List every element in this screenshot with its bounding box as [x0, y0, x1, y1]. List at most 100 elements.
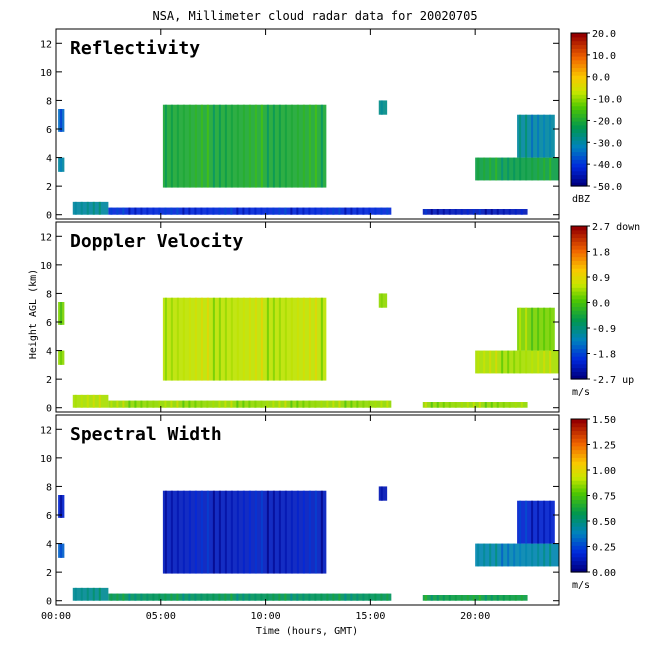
colorbar-swatch	[571, 63, 587, 69]
echo-streak	[176, 207, 179, 215]
echo-streak	[212, 297, 215, 381]
echo-streak	[80, 587, 83, 601]
echo-streak	[206, 593, 209, 601]
echo-streak	[200, 207, 203, 215]
colorbar-swatch	[571, 472, 587, 477]
y-tick-label: 6	[46, 511, 52, 522]
echo-streak	[537, 350, 540, 374]
colorbar-swatch	[571, 229, 587, 235]
colorbar-unit: dBZ	[572, 194, 590, 205]
y-tick-label: 12	[40, 232, 52, 243]
echo-streak	[60, 495, 63, 518]
echo-streak	[302, 490, 305, 574]
echo-streak	[128, 593, 131, 601]
echo-streak	[507, 350, 510, 374]
echo-streak	[230, 207, 233, 215]
echo-region	[72, 201, 109, 215]
echo-streak	[374, 207, 377, 215]
echo-streak	[164, 104, 167, 188]
echo-streak	[164, 297, 167, 381]
echo-streak	[501, 350, 504, 374]
echo-streak	[170, 297, 173, 381]
echo-streak	[454, 209, 457, 215]
echo-streak	[218, 207, 221, 215]
echo-streak	[188, 593, 191, 601]
echo-streak	[537, 307, 540, 351]
echo-streak	[513, 543, 516, 567]
echo-streak	[60, 543, 63, 558]
echo-streak	[206, 400, 209, 408]
x-tick-label: 05:00	[146, 611, 176, 622]
echo-streak	[290, 400, 293, 408]
echo-region	[378, 293, 388, 308]
colorbar-swatch	[571, 306, 587, 311]
colorbar-swatch	[571, 352, 587, 357]
panel-2: 0 2 4 6 8 10 12 Doppler Velocity 2.7 down 1.8 0.9 0…	[40, 221, 640, 415]
colorbar-frame	[570, 32, 588, 187]
colorbar-swatch	[571, 495, 587, 500]
colorbar-tick-label: 1.00	[592, 466, 616, 477]
colorbar-swatch	[571, 44, 587, 49]
echo-streak	[158, 400, 161, 408]
echo-streak	[152, 400, 155, 408]
echo-streak	[284, 400, 287, 408]
echo-streak	[260, 104, 263, 188]
echo-streak	[242, 297, 245, 381]
colorbar-swatch	[571, 449, 587, 455]
y-tick-label: 8	[46, 96, 52, 107]
echo-streak	[549, 350, 552, 374]
echo-streak	[477, 350, 480, 374]
echo-streak	[266, 104, 269, 188]
echo-streak	[182, 297, 185, 381]
echo-region	[517, 307, 555, 351]
echo-streak	[368, 400, 371, 408]
echo-region	[72, 394, 109, 408]
echo-streak	[508, 595, 511, 601]
colorbar-swatch	[571, 101, 587, 107]
colorbar-swatch	[571, 426, 587, 432]
y-tick-label: 0	[46, 211, 52, 222]
echo-streak	[266, 297, 269, 381]
colorbar-swatch	[571, 275, 587, 281]
echo-streak	[176, 104, 179, 188]
echo-streak	[206, 207, 209, 215]
echo-region	[378, 486, 388, 501]
colorbar-swatch	[571, 344, 587, 349]
echo-streak	[350, 207, 353, 215]
echo-streak	[218, 593, 221, 601]
echo-streak	[508, 402, 511, 408]
echo-streak	[531, 543, 534, 567]
echo-streak	[314, 297, 317, 381]
echo-region	[72, 587, 109, 601]
echo-streak	[472, 595, 475, 601]
echo-streak	[98, 201, 101, 215]
echo-streak	[296, 104, 299, 188]
colorbar-swatch	[571, 464, 587, 470]
echo-streak	[60, 157, 63, 172]
echo-streak	[531, 500, 534, 544]
echo-streak	[218, 104, 221, 188]
echo-streak	[236, 297, 239, 381]
echo-streak	[525, 114, 528, 158]
colorbar-swatch	[571, 260, 587, 265]
echo-streak	[448, 209, 451, 215]
x-tick-label: 15:00	[355, 611, 385, 622]
y-tick-label: 4	[46, 154, 52, 165]
echo-streak	[86, 394, 89, 408]
colorbar-swatch	[571, 264, 587, 269]
echo-streak	[134, 400, 137, 408]
echo-streak	[260, 400, 263, 408]
y-tick-label: 10	[40, 68, 52, 79]
echo-streak	[218, 297, 221, 381]
colorbar-swatch	[571, 298, 587, 304]
echo-streak	[260, 207, 263, 215]
echo-streak	[248, 400, 251, 408]
echo-streak	[212, 593, 215, 601]
echo-streak	[176, 490, 179, 574]
echo-streak	[110, 207, 113, 215]
echo-streak	[284, 490, 287, 574]
colorbar-swatch	[571, 422, 587, 428]
echo-streak	[302, 104, 305, 188]
colorbar-swatch	[571, 52, 587, 57]
echo-streak	[543, 157, 546, 181]
